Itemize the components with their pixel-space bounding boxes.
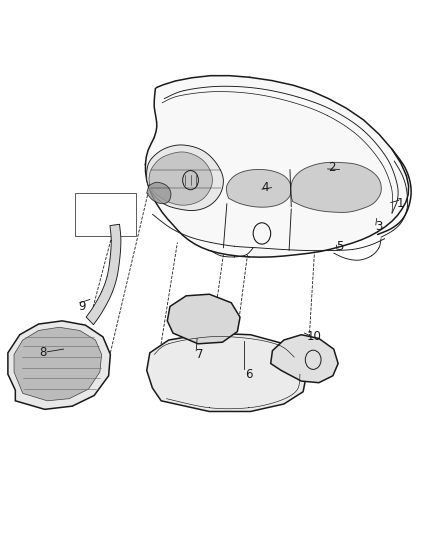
- Text: 6: 6: [245, 368, 253, 381]
- Text: 5: 5: [336, 240, 343, 253]
- Text: 9: 9: [78, 300, 86, 313]
- Text: 10: 10: [307, 330, 322, 343]
- Polygon shape: [271, 335, 338, 383]
- Polygon shape: [147, 182, 171, 204]
- Polygon shape: [149, 152, 212, 205]
- Text: 7: 7: [195, 348, 203, 361]
- Text: 1: 1: [397, 197, 405, 210]
- Text: 2: 2: [328, 161, 336, 174]
- Text: 3: 3: [375, 220, 382, 233]
- Polygon shape: [167, 294, 240, 344]
- Polygon shape: [145, 76, 409, 257]
- Polygon shape: [147, 333, 307, 411]
- Polygon shape: [14, 327, 102, 401]
- Polygon shape: [147, 145, 223, 211]
- Text: 8: 8: [39, 346, 46, 359]
- Polygon shape: [8, 321, 110, 409]
- Polygon shape: [86, 224, 121, 325]
- Text: 4: 4: [261, 181, 269, 194]
- Polygon shape: [291, 163, 381, 213]
- Polygon shape: [226, 169, 291, 207]
